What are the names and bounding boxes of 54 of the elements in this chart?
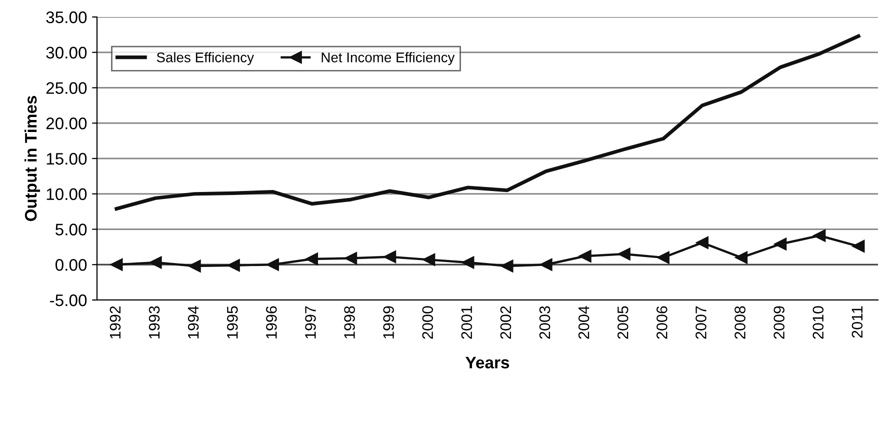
x-tick-label: 1998 — [344, 306, 355, 338]
x-tick-label: 2007 — [696, 306, 706, 339]
y-tick-label: 30.00 — [46, 46, 87, 59]
x-tick-label: 1994 — [188, 306, 199, 338]
point — [266, 258, 279, 271]
x-axis-title: Years — [466, 356, 510, 368]
y-tick-label: 5.00 — [56, 224, 87, 236]
point — [540, 258, 552, 271]
point — [813, 229, 826, 242]
y-tick-label: 10.00 — [46, 188, 87, 200]
point — [188, 260, 201, 272]
y-tick-label: -5.00 — [50, 294, 87, 306]
point — [462, 256, 474, 269]
x-tick-label: 2011 — [852, 306, 863, 338]
point — [852, 240, 865, 252]
x-tick-label: 1995 — [226, 306, 238, 338]
y-axis-title: Output in Times — [24, 96, 40, 222]
x-tick-label: 2004 — [578, 306, 590, 339]
x-tick-label: 1999 — [383, 306, 394, 338]
x-tick-label: 2003 — [539, 306, 550, 339]
point — [149, 256, 162, 269]
legend-label: Net Income Efficiency — [322, 52, 455, 66]
legend-label: Sales Efficiency — [156, 52, 254, 66]
point — [618, 248, 630, 260]
point — [227, 259, 240, 272]
x-tick-label: 2002 — [500, 306, 512, 339]
y-tick-label: 20.00 — [46, 118, 87, 130]
x-tick-label: 2000 — [422, 306, 434, 339]
x-tick-label: 1992 — [110, 306, 121, 338]
x-tick-label: 1997 — [305, 306, 316, 338]
point — [656, 251, 670, 264]
x-tick-label: 2009 — [774, 306, 784, 339]
point — [696, 236, 709, 249]
x-tick-label: 1993 — [148, 306, 160, 338]
x-tick-label: 1996 — [266, 306, 277, 338]
y-tick-label: 25.00 — [46, 82, 87, 94]
y-tick-label: 35.00 — [46, 11, 87, 24]
x-tick-label: 2001 — [461, 306, 472, 339]
point — [774, 238, 787, 250]
point — [306, 252, 318, 266]
point — [110, 258, 123, 271]
y-tick-label: 15.00 — [46, 152, 87, 165]
point — [500, 260, 514, 272]
y-tick-label: 0.00 — [55, 259, 87, 271]
x-tick-label: 2010 — [812, 306, 824, 339]
point — [344, 252, 358, 265]
point — [384, 250, 396, 264]
point — [422, 253, 436, 266]
x-tick-label: 2008 — [734, 306, 746, 339]
line-series — [114, 34, 860, 211]
x-tick-label: 2005 — [617, 306, 628, 339]
point — [578, 250, 592, 262]
point — [735, 251, 748, 264]
x-tick-label: 2006 — [656, 306, 668, 339]
